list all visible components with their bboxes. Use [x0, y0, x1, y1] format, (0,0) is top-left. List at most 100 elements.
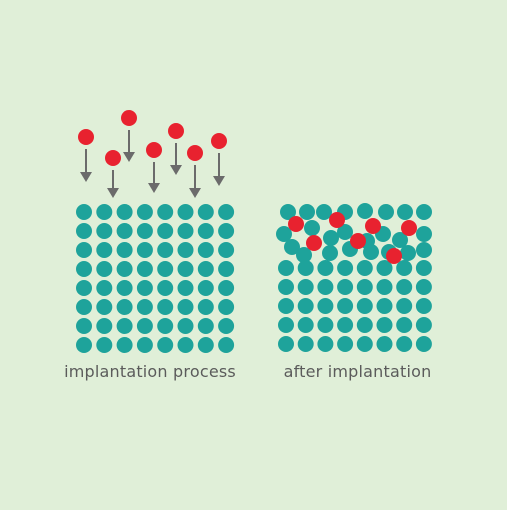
lattice-atom	[136, 299, 153, 315]
lattice-atom	[136, 318, 153, 334]
embedded-ion	[401, 220, 417, 236]
lattice-atom	[197, 318, 214, 334]
lattice-atom	[76, 318, 92, 334]
embedded-ions	[288, 212, 417, 264]
lattice-atom	[136, 337, 153, 353]
lattice-atom	[157, 280, 174, 296]
lattice-atom	[356, 336, 373, 352]
lattice-atom	[177, 318, 194, 334]
lattice-atom	[317, 260, 334, 276]
lattice-atom	[218, 337, 235, 353]
lattice-atom	[96, 299, 113, 315]
lattice-atom	[177, 337, 194, 353]
lattice-atom	[376, 336, 393, 352]
lattice-atom	[297, 298, 314, 314]
lattice-atom	[356, 298, 373, 314]
right-lattice	[276, 203, 432, 352]
lattice-atom	[337, 336, 354, 352]
lattice-atom	[218, 299, 235, 315]
lattice-atom	[337, 298, 354, 314]
lattice-atom	[218, 318, 235, 334]
arrow-head	[189, 188, 201, 198]
lattice-atom	[157, 261, 174, 277]
lattice-atom	[157, 223, 174, 239]
incoming-ion	[211, 133, 227, 149]
embedded-ion	[288, 216, 304, 232]
arrow-head	[123, 152, 135, 162]
lattice-atom	[157, 242, 174, 258]
lattice-atom	[76, 242, 92, 258]
lattice-atom	[116, 318, 133, 334]
arrow-head	[213, 176, 225, 186]
lattice-atom	[337, 260, 354, 276]
lattice-atom	[96, 261, 113, 277]
lattice-atom	[197, 299, 214, 315]
lattice-atom	[136, 280, 153, 296]
lattice-atom	[276, 226, 292, 242]
lattice-atom	[317, 336, 334, 352]
lattice-atom	[297, 317, 314, 333]
lattice-atom	[96, 337, 113, 353]
lattice-atom	[177, 261, 194, 277]
lattice-atom	[76, 261, 92, 277]
lattice-atom	[357, 203, 373, 219]
lattice-atom	[416, 226, 432, 242]
arrow-head	[80, 172, 92, 182]
lattice-atom	[197, 242, 214, 258]
lattice-atom	[157, 299, 174, 315]
lattice-atom	[304, 220, 320, 236]
left-lattice	[76, 204, 235, 353]
lattice-atom	[317, 279, 334, 295]
lattice-atom	[400, 245, 416, 261]
lattice-atom	[136, 204, 153, 220]
lattice-atom	[177, 223, 194, 239]
lattice-atom	[356, 260, 373, 276]
lattice-atom	[116, 223, 133, 239]
lattice-atom	[96, 223, 113, 239]
lattice-atom	[197, 280, 214, 296]
lattice-atom	[337, 317, 354, 333]
lattice-atom	[157, 318, 174, 334]
lattice-atom	[197, 223, 214, 239]
lattice-atom	[197, 204, 214, 220]
lattice-atom	[415, 260, 432, 276]
lattice-atom	[316, 204, 332, 220]
lattice-atom	[278, 260, 294, 276]
lattice-atom	[116, 299, 133, 315]
lattice-atom	[376, 279, 393, 295]
caption-after-implantation: after implantation	[283, 362, 432, 381]
lattice-atom	[157, 204, 174, 220]
embedded-ion	[306, 235, 322, 251]
lattice-atom	[317, 317, 334, 333]
embedded-ion	[365, 218, 381, 234]
lattice-atom	[280, 204, 296, 220]
lattice-atom	[284, 239, 300, 255]
incoming-ion	[78, 129, 94, 145]
incoming-ion	[168, 123, 184, 139]
lattice-atom	[278, 317, 294, 333]
embedded-ion	[329, 212, 345, 228]
lattice-atom	[96, 280, 113, 296]
lattice-atom	[416, 204, 432, 220]
incoming-ion	[146, 142, 162, 158]
lattice-atom	[415, 317, 432, 333]
lattice-atom	[116, 242, 133, 258]
lattice-atom	[96, 318, 113, 334]
lattice-atom	[116, 261, 133, 277]
lattice-atom	[278, 336, 294, 352]
incoming-ion	[121, 110, 137, 126]
lattice-atom	[323, 230, 339, 246]
embedded-ion	[350, 233, 366, 249]
lattice-atom	[218, 280, 235, 296]
lattice-atom	[76, 223, 92, 239]
lattice-atom	[296, 247, 312, 263]
lattice-atom	[197, 337, 214, 353]
incoming-ion	[105, 150, 121, 166]
lattice-atom	[396, 317, 413, 333]
lattice-atom	[76, 337, 92, 353]
lattice-atom	[396, 279, 413, 295]
lattice-atom	[376, 260, 393, 276]
lattice-atom	[297, 260, 314, 276]
